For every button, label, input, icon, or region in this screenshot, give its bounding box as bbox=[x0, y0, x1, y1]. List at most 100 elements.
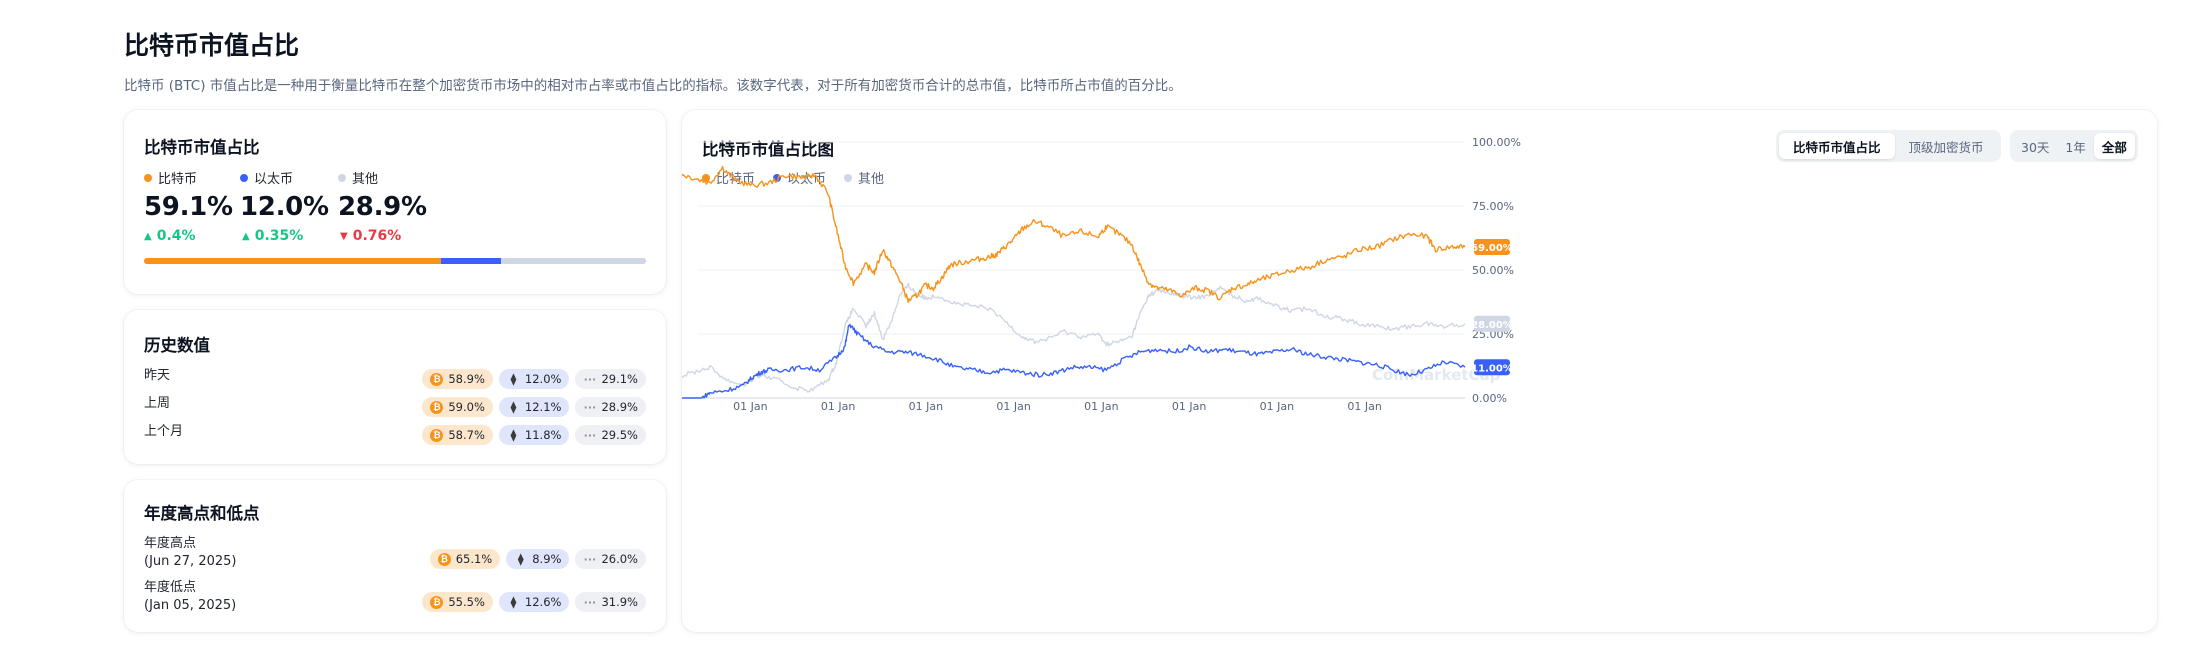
dominance-item-label: 比特币 bbox=[158, 172, 198, 187]
series-end-label-text: 28.00% bbox=[1471, 320, 1513, 331]
pill-value: 26.0% bbox=[601, 552, 638, 566]
pill-value: 55.5% bbox=[448, 595, 485, 609]
bitcoin-icon: ₿ bbox=[430, 428, 444, 442]
dominance-share-bar bbox=[144, 258, 646, 264]
dominance-item-btc: 比特币 59.1% ▲ 0.4% bbox=[144, 168, 233, 244]
range-1y[interactable]: 1年 bbox=[2065, 139, 2086, 155]
range-30d[interactable]: 30天 bbox=[2021, 139, 2050, 155]
btc-value-pill: ₿ 65.1% bbox=[429, 549, 501, 569]
x-tick-label: 01 Jan bbox=[909, 400, 943, 413]
series-line-eth bbox=[682, 323, 1466, 399]
more-icon: ··· bbox=[583, 552, 597, 566]
ethereum-icon: ⧫ bbox=[510, 595, 517, 609]
chart-card: 比特币市值占比图 比特币 以太币 其他 比特币市值占比 顶级加密货币 30天 1… bbox=[682, 110, 2157, 632]
pill-value: 59.0% bbox=[448, 400, 485, 414]
x-tick-label: 01 Jan bbox=[1260, 400, 1294, 413]
eth-value-pill: ⧫ 12.6% bbox=[498, 592, 570, 612]
yearly-row-values: ₿ 55.5% ⧫ 12.6% ··· 31.9% bbox=[422, 592, 646, 612]
ethereum-icon: ⧫ bbox=[510, 428, 517, 442]
eth-dot-icon bbox=[240, 173, 248, 182]
history-row-label: 上周 bbox=[144, 396, 171, 411]
ethereum-icon: ⧫ bbox=[510, 372, 517, 386]
pill-value: 11.8% bbox=[524, 428, 562, 442]
y-tick-label: 50.00% bbox=[1472, 264, 1514, 277]
bitcoin-icon: ₿ bbox=[430, 595, 444, 609]
series-end-label: 59.00% bbox=[1471, 238, 1513, 255]
pill-value: 29.1% bbox=[601, 372, 638, 386]
btc-value-pill: ₿ 59.0% bbox=[422, 397, 493, 417]
eth-value-pill: ⧫ 12.1% bbox=[498, 397, 570, 417]
more-icon: ··· bbox=[583, 428, 597, 442]
btc-value-pill: ₿ 55.5% bbox=[422, 592, 493, 612]
yearly-row-title: 年度低点 bbox=[144, 580, 197, 595]
series-line-btc bbox=[682, 165, 1466, 303]
pill-value: 65.1% bbox=[455, 552, 493, 566]
x-tick-label: 01 Jan bbox=[996, 400, 1030, 413]
more-icon: ··· bbox=[583, 372, 597, 386]
yearly-row-label: 年度低点 (Jan 05, 2025) bbox=[144, 579, 236, 615]
caret-up-icon: ▲ bbox=[242, 230, 250, 242]
view-toggle: 比特币市值占比 顶级加密货币 bbox=[1776, 130, 2001, 162]
dominance-bar-btc bbox=[144, 258, 441, 264]
dominance-item-value: 59.1% bbox=[144, 192, 233, 222]
yearly-row-values: ₿ 65.1% ⧫ 8.9% ··· 26.0% bbox=[429, 549, 646, 569]
series-end-label: 28.00% bbox=[1471, 315, 1513, 332]
page-description: 比特币 (BTC) 市值占比是一种用于衡量比特币在整个加密货币市场中的相对市占率… bbox=[124, 78, 1182, 94]
other-value-pill: ··· 31.9% bbox=[575, 592, 646, 612]
yearly-row-date: (Jun 27, 2025) bbox=[144, 554, 237, 569]
bitcoin-icon: ₿ bbox=[430, 400, 444, 414]
x-tick-label: 01 Jan bbox=[821, 400, 855, 413]
dominance-bar-eth bbox=[440, 258, 501, 264]
x-tick-label: 01 Jan bbox=[1347, 400, 1381, 413]
dominance-item-other: 其他 28.9% ▼ 0.76% bbox=[338, 168, 427, 244]
dominance-item-label: 其他 bbox=[352, 172, 379, 187]
chart-legend: 比特币 以太币 其他 bbox=[702, 168, 884, 187]
dominance-item-change: 0.4% bbox=[156, 228, 196, 244]
eth-dot-icon bbox=[773, 173, 782, 182]
history-row-label: 上个月 bbox=[144, 424, 184, 439]
other-value-pill: ··· 29.1% bbox=[575, 369, 646, 389]
dominance-bar-other bbox=[500, 258, 646, 264]
history-card: 历史数值 昨天 ₿ 58.9% ⧫ 12.0% ··· 29.1% 上周 ₿ 59.0%… bbox=[124, 310, 666, 464]
eth-value-pill: ⧫ 11.8% bbox=[498, 425, 570, 445]
dominance-item-eth: 以太币 12.0% ▲ 0.35% bbox=[240, 168, 329, 244]
other-value-pill: ··· 28.9% bbox=[575, 397, 646, 417]
more-icon: ··· bbox=[583, 400, 597, 414]
pill-value: 12.1% bbox=[524, 400, 562, 414]
dominance-card-title: 比特币市值占比 bbox=[144, 138, 260, 157]
pill-value: 29.5% bbox=[601, 428, 638, 442]
dominance-card: 比特币市值占比 比特币 59.1% ▲ 0.4% 以太币 12.0% ▲ 0.35%… bbox=[124, 110, 666, 294]
yearly-row-title: 年度高点 bbox=[144, 536, 197, 551]
pill-value: 8.9% bbox=[532, 552, 562, 566]
btc-value-pill: ₿ 58.7% bbox=[422, 425, 493, 445]
tab-top-cryptos[interactable]: 顶级加密货币 bbox=[1908, 139, 1984, 155]
series-end-label: 11.00% bbox=[1471, 359, 1513, 376]
pill-value: 58.9% bbox=[448, 372, 485, 386]
eth-value-pill: ⧫ 12.0% bbox=[498, 369, 570, 389]
more-icon: ··· bbox=[583, 595, 597, 609]
tab-dominance[interactable]: 比特币市值占比 bbox=[1779, 133, 1895, 159]
ethereum-icon: ⧫ bbox=[517, 552, 524, 566]
x-tick-label: 01 Jan bbox=[1172, 400, 1206, 413]
history-row-label: 昨天 bbox=[144, 368, 171, 383]
pill-value: 58.7% bbox=[448, 428, 485, 442]
y-tick-label: 100.00% bbox=[1472, 136, 1521, 149]
dominance-item-change: 0.76% bbox=[352, 228, 402, 244]
legend-item-other[interactable]: 其他 bbox=[844, 168, 884, 187]
series-end-label-text: 59.00% bbox=[1471, 243, 1513, 254]
other-value-pill: ··· 29.5% bbox=[575, 425, 646, 445]
pill-value: 31.9% bbox=[601, 595, 638, 609]
dominance-item-label: 以太币 bbox=[254, 172, 294, 187]
x-tick-label: 01 Jan bbox=[1084, 400, 1118, 413]
page-title: 比特币市值占比 bbox=[124, 31, 300, 60]
range-all[interactable]: 全部 bbox=[2093, 133, 2135, 159]
y-tick-label: 75.00% bbox=[1472, 200, 1514, 213]
dominance-chart[interactable]: 100.00%75.00%50.00%25.00%0.00%01 Jan 01 J… bbox=[682, 110, 2157, 632]
history-row-values: ₿ 59.0% ⧫ 12.1% ··· 28.9% bbox=[422, 397, 646, 417]
yearly-card-title: 年度高点和低点 bbox=[144, 504, 260, 523]
pill-value: 28.9% bbox=[601, 400, 638, 414]
bitcoin-icon: ₿ bbox=[430, 372, 444, 386]
dominance-item-change: 0.35% bbox=[254, 228, 304, 244]
ethereum-icon: ⧫ bbox=[510, 400, 517, 414]
other-dot-icon bbox=[338, 173, 346, 182]
